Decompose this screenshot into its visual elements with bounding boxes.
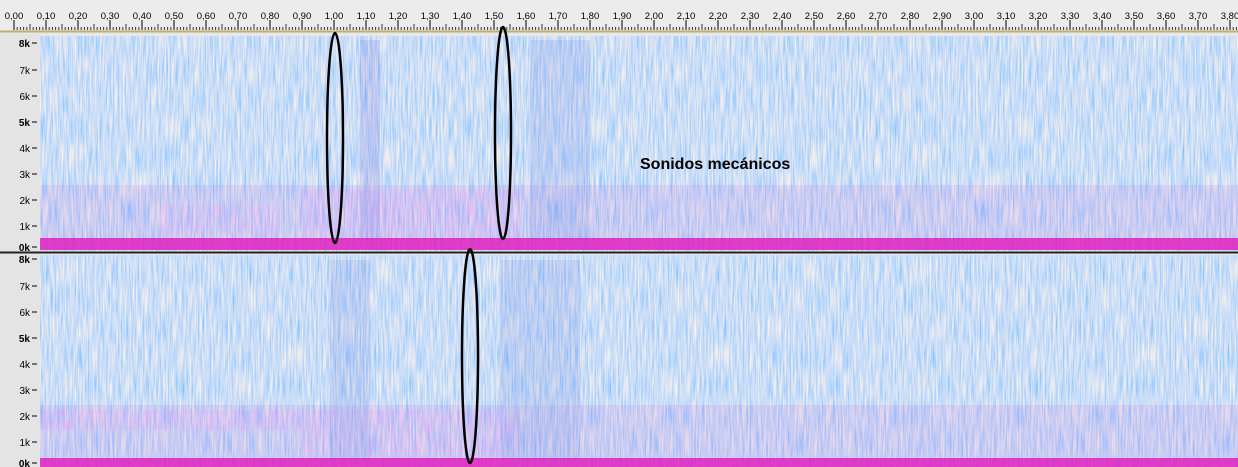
freq-label: 1k [19, 222, 31, 233]
spectrogram-window: 0,00 0,10 0,20 0,30 0,40 0,50 0,60 0,70 0,80 0,90… [0, 0, 1238, 467]
freq-label: 8k [19, 255, 31, 266]
time-label: 1,70 [549, 11, 568, 22]
time-label: 2,00 [645, 11, 664, 22]
time-label: 0,50 [165, 11, 184, 22]
time-label: 1,60 [517, 11, 536, 22]
time-label: 1,90 [613, 11, 632, 22]
freq-label: 5k [19, 118, 31, 129]
freq-label: 8k [19, 39, 31, 50]
time-label: 1,10 [357, 11, 376, 22]
time-label: 0,00 [5, 11, 24, 22]
time-label: 2,30 [741, 11, 760, 22]
low-band [40, 238, 1238, 250]
time-label: 0,80 [261, 11, 280, 22]
track-1: Sonidos mecánicos [0, 27, 1238, 252]
time-label: 1,30 [421, 11, 440, 22]
time-label: 3,80 [1221, 11, 1238, 22]
track-2 [0, 249, 1238, 467]
freq-label: 6k [19, 92, 31, 103]
low-band [40, 458, 1238, 467]
time-label: 1,80 [581, 11, 600, 22]
time-label: 0,70 [229, 11, 248, 22]
time-label: 2,60 [837, 11, 856, 22]
time-label: 2,40 [773, 11, 792, 22]
freq-label: 2k [19, 412, 31, 423]
time-label: 1,50 [485, 11, 504, 22]
time-label: 2,50 [805, 11, 824, 22]
freq-label: 7k [19, 66, 31, 77]
annotation: Sonidos mecánicos [640, 156, 790, 173]
time-label: 0,40 [133, 11, 152, 22]
freq-label: 6k [19, 308, 31, 319]
time-label: 1,40 [453, 11, 472, 22]
page: 0,00 0,10 0,20 0,30 0,40 0,50 0,60 0,70 0,80 0,90… [0, 0, 1238, 467]
time-label: 3,50 [1125, 11, 1144, 22]
freq-label: 3k [19, 170, 31, 181]
freq-label: 0k [19, 459, 31, 467]
time-label: 3,70 [1189, 11, 1208, 22]
time-label: 3,30 [1061, 11, 1080, 22]
time-label: 2,70 [869, 11, 888, 22]
time-label: 0,10 [37, 11, 56, 22]
freq-label: 0k [19, 243, 31, 254]
time-label: 0,90 [293, 11, 312, 22]
freq-label: 7k [19, 282, 31, 293]
freq-label: 4k [19, 144, 31, 155]
time-label: 2,90 [933, 11, 952, 22]
time-label: 3,00 [965, 11, 984, 22]
time-label: 2,10 [677, 11, 696, 22]
time-label: 0,60 [197, 11, 216, 22]
time-label: 3,60 [1157, 11, 1176, 22]
freq-label: 5k [19, 334, 31, 345]
time-label: 2,20 [709, 11, 728, 22]
time-label: 1,20 [389, 11, 408, 22]
time-label: 3,10 [997, 11, 1016, 22]
time-label: 3,40 [1093, 11, 1112, 22]
time-label: 1,00 [325, 11, 344, 22]
time-label: 0,20 [69, 11, 88, 22]
freq-label: 2k [19, 196, 31, 207]
freq-label: 1k [19, 438, 31, 449]
time-label: 3,20 [1029, 11, 1048, 22]
freq-label: 4k [19, 360, 31, 371]
time-label: 0,30 [101, 11, 120, 22]
time-label: 2,80 [901, 11, 920, 22]
freq-label: 3k [19, 386, 31, 397]
